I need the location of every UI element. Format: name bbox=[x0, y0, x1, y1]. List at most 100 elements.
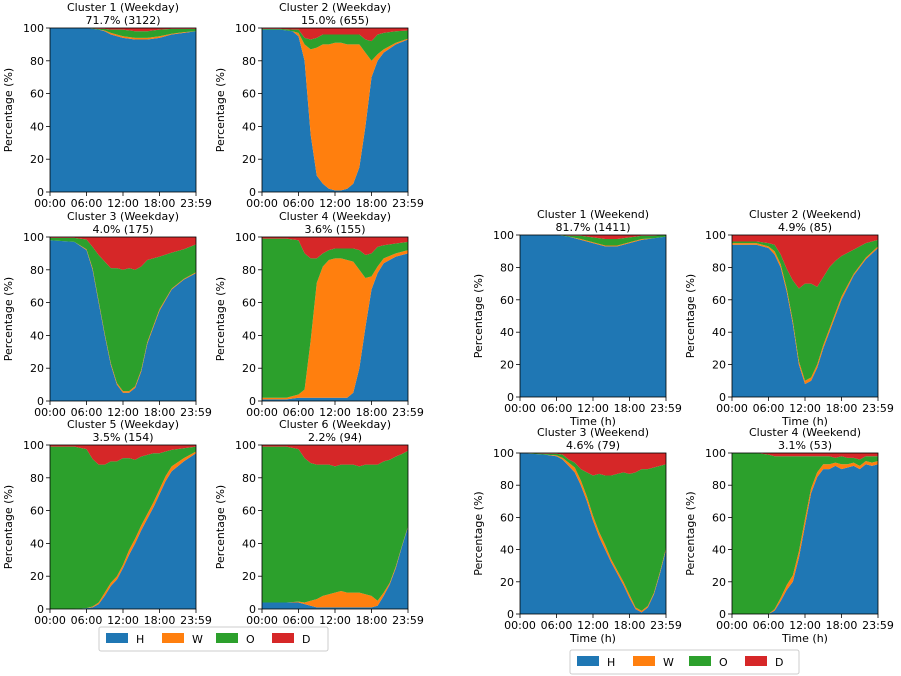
x-tick-label: 23:59 bbox=[650, 619, 682, 632]
x-tick-label: 00:00 bbox=[34, 614, 66, 627]
area-series-w bbox=[262, 250, 408, 400]
x-tick-label: 12:00 bbox=[789, 619, 821, 632]
y-tick-label: 0 bbox=[249, 186, 256, 199]
x-tick-label: 12:00 bbox=[319, 197, 351, 210]
y-tick-label: 80 bbox=[30, 472, 44, 485]
x-tick-label: 18:00 bbox=[144, 197, 176, 210]
x-tick-label: 12:00 bbox=[107, 406, 139, 419]
chart-title: Cluster 4 (Weekday) bbox=[279, 210, 391, 223]
chart-subtitle: 2.2% (94) bbox=[308, 431, 362, 444]
y-tick-label: 40 bbox=[30, 537, 44, 550]
y-tick-label: 60 bbox=[30, 88, 44, 101]
y-tick-label: 20 bbox=[712, 576, 726, 589]
y-tick-label: 0 bbox=[37, 186, 44, 199]
y-tick-label: 20 bbox=[500, 576, 514, 589]
y-tick-label: 60 bbox=[242, 505, 256, 518]
y-tick-label: 0 bbox=[37, 395, 44, 408]
area-series-h bbox=[262, 253, 408, 401]
x-tick-label: 00:00 bbox=[246, 197, 278, 210]
x-tick-label: 06:00 bbox=[753, 402, 785, 415]
x-tick-label: 18:00 bbox=[356, 197, 388, 210]
y-tick-label: 40 bbox=[500, 326, 514, 339]
x-tick-label: 18:00 bbox=[356, 406, 388, 419]
y-tick-label: 100 bbox=[23, 22, 44, 35]
y-tick-label: 80 bbox=[242, 264, 256, 277]
area-series-d bbox=[520, 453, 666, 476]
chart-title: Cluster 2 (Weekday) bbox=[279, 1, 391, 14]
y-tick-label: 80 bbox=[500, 479, 514, 492]
y-tick-label: 20 bbox=[30, 153, 44, 166]
y-tick-label: 0 bbox=[719, 391, 726, 404]
chart-subtitle: 4.9% (85) bbox=[778, 221, 832, 234]
y-tick-label: 40 bbox=[242, 120, 256, 133]
x-tick-label: 12:00 bbox=[107, 614, 139, 627]
y-tick-label: 80 bbox=[30, 264, 44, 277]
y-tick-label: 60 bbox=[30, 505, 44, 518]
x-tick-label: 00:00 bbox=[34, 406, 66, 419]
y-tick-label: 0 bbox=[249, 395, 256, 408]
y-axis-label: Percentage (%) bbox=[2, 277, 15, 361]
y-axis-label: Percentage (%) bbox=[684, 491, 697, 575]
x-tick-label: 23:59 bbox=[180, 614, 212, 627]
area-series-w bbox=[50, 451, 196, 609]
x-tick-label: 00:00 bbox=[716, 402, 748, 415]
legend-swatch-w bbox=[633, 656, 655, 666]
x-tick-label: 18:00 bbox=[614, 402, 646, 415]
y-tick-label: 60 bbox=[242, 88, 256, 101]
y-tick-label: 100 bbox=[23, 439, 44, 452]
legend-right-frame bbox=[569, 649, 800, 675]
x-tick-label: 23:59 bbox=[862, 619, 894, 632]
area-series-o bbox=[262, 238, 408, 398]
chart-panel-5: Cluster 5 (Weekday)3.5% (154) 0 20 40 60 80 10… bbox=[2, 418, 212, 627]
y-tick-label: 100 bbox=[705, 447, 726, 460]
y-tick-label: 20 bbox=[712, 359, 726, 372]
chart-panel-9: Cluster 3 (Weekend)4.6% (79) 0 20 40 60 80 100… bbox=[472, 426, 682, 645]
legend-label-w: W bbox=[192, 633, 203, 646]
y-tick-label: 0 bbox=[37, 603, 44, 616]
area-series-d bbox=[50, 237, 196, 270]
x-tick-label: 06:00 bbox=[71, 614, 103, 627]
y-axis-label: Percentage (%) bbox=[2, 68, 15, 152]
legend-label-o: O bbox=[246, 633, 255, 646]
chart-subtitle: 3.5% (154) bbox=[92, 431, 153, 444]
legend-swatch-h bbox=[577, 656, 599, 666]
y-tick-label: 100 bbox=[493, 447, 514, 460]
legend-swatch-d bbox=[272, 633, 294, 643]
legend-left: H W O D bbox=[98, 626, 329, 652]
y-tick-label: 100 bbox=[235, 439, 256, 452]
area-series-h bbox=[50, 240, 196, 401]
y-tick-label: 60 bbox=[712, 294, 726, 307]
area-series-o bbox=[520, 453, 666, 611]
area-series-h bbox=[262, 527, 408, 609]
x-tick-label: 12:00 bbox=[789, 402, 821, 415]
chart-title: Cluster 6 (Weekday) bbox=[279, 418, 391, 431]
area-series-w bbox=[50, 28, 196, 40]
x-axis-label: Time (h) bbox=[781, 415, 828, 428]
area-series-o bbox=[262, 28, 408, 61]
x-tick-label: 23:59 bbox=[392, 197, 424, 210]
x-tick-label: 06:00 bbox=[71, 197, 103, 210]
x-tick-label: 18:00 bbox=[614, 619, 646, 632]
x-tick-label: 06:00 bbox=[541, 402, 573, 415]
area-series-o bbox=[262, 446, 408, 603]
x-tick-label: 00:00 bbox=[504, 619, 536, 632]
x-tick-label: 00:00 bbox=[504, 402, 536, 415]
x-tick-label: 06:00 bbox=[753, 619, 785, 632]
chart-panel-6: Cluster 6 (Weekday)2.2% (94) 0 20 40 60 80 100… bbox=[214, 418, 424, 627]
chart-panel-10: Cluster 4 (Weekend)3.1% (53) 0 20 40 60 80 100… bbox=[684, 426, 894, 645]
area-series-h bbox=[520, 235, 666, 397]
x-tick-label: 06:00 bbox=[283, 406, 315, 419]
x-tick-label: 18:00 bbox=[356, 614, 388, 627]
y-tick-label: 80 bbox=[242, 472, 256, 485]
chart-panel-3: Cluster 3 (Weekday)4.0% (175) 0 20 40 60 80 10… bbox=[2, 210, 212, 419]
y-tick-label: 80 bbox=[242, 55, 256, 68]
chart-panel-8: Cluster 2 (Weekend)4.9% (85) 0 20 40 60 80 100… bbox=[684, 208, 894, 428]
chart-subtitle: 3.1% (53) bbox=[778, 439, 832, 452]
y-tick-label: 20 bbox=[30, 570, 44, 583]
x-tick-label: 23:59 bbox=[392, 406, 424, 419]
legend-label-h: H bbox=[136, 633, 144, 646]
chart-subtitle: 3.6% (155) bbox=[304, 223, 365, 236]
area-series-h bbox=[732, 244, 878, 397]
legend-right: H W O D bbox=[569, 649, 800, 675]
